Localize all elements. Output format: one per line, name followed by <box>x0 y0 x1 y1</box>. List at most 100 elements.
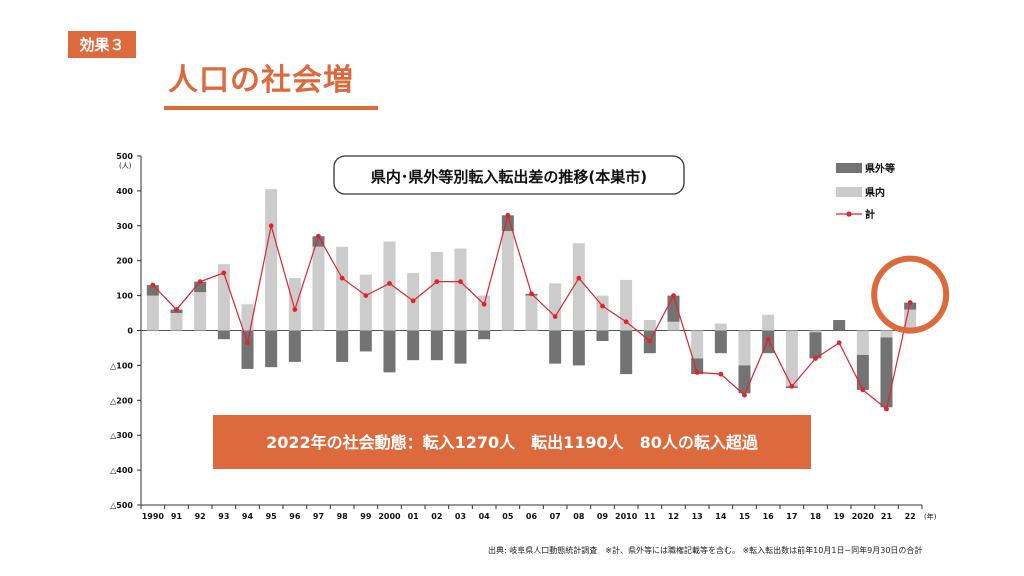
x-tick-label: 98 <box>337 512 349 521</box>
bar-outside <box>336 330 349 362</box>
bar-inside <box>194 292 207 331</box>
bar-inside <box>572 243 585 331</box>
bar-inside <box>501 231 514 331</box>
bar-inside <box>288 278 301 331</box>
total-point <box>481 301 487 307</box>
bar-outside <box>217 330 230 340</box>
y-tick-label: 500 <box>116 152 133 161</box>
x-tick-label: 08 <box>573 512 585 521</box>
total-point <box>174 307 179 312</box>
x-tick-label: 96 <box>289 512 301 521</box>
y-tick-label: 300 <box>116 222 133 231</box>
effect-badge: 効果３ <box>68 31 136 58</box>
bar-outside <box>454 330 467 364</box>
total-point <box>292 307 298 312</box>
total-point <box>600 303 605 309</box>
bar-inside <box>312 246 325 331</box>
total-point <box>221 270 227 276</box>
legend-label-total: 計 <box>865 208 875 221</box>
legend-swatch-outside <box>836 163 862 173</box>
x-tick-label: 92 <box>195 512 206 521</box>
x-tick-label: 97 <box>313 512 324 521</box>
bar-outside <box>478 330 491 340</box>
x-tick-label: 95 <box>266 512 278 521</box>
source-footnote: 出典: 岐阜県人口動態統計調査 ※計、県外等には職権記載等を含む。 ※転入転出数… <box>488 546 923 555</box>
x-tick-label: 03 <box>455 512 466 521</box>
bar-outside <box>383 330 396 373</box>
bar-inside <box>643 320 656 331</box>
total-point <box>718 371 724 377</box>
bar-outside <box>312 236 325 247</box>
bar-inside <box>454 248 467 331</box>
total-point <box>694 369 700 375</box>
y-tick-label: △300 <box>110 431 133 440</box>
y-tick-label: △500 <box>110 501 133 510</box>
chart-legend: 県外等 県内 計 <box>836 162 895 221</box>
x-tick-label: 07 <box>550 512 561 521</box>
x-tick-label: 93 <box>218 512 229 521</box>
x-tick-label: 21 <box>881 512 893 521</box>
x-tick-label: 18 <box>810 512 822 521</box>
bar-outside <box>265 330 278 368</box>
total-point <box>268 223 274 229</box>
total-point <box>907 300 913 305</box>
x-tick-label: 17 <box>786 512 797 521</box>
bar-inside <box>596 295 609 331</box>
total-point <box>576 275 582 281</box>
x-tick-label: 06 <box>526 512 538 521</box>
total-point <box>884 406 889 412</box>
total-point <box>458 279 463 285</box>
total-point <box>387 280 392 286</box>
total-point <box>529 291 534 297</box>
legend-marker-total <box>846 211 852 217</box>
x-tick-label: 09 <box>597 512 609 521</box>
x-tick-label: 04 <box>479 512 491 521</box>
x-tick-label: 91 <box>171 512 183 521</box>
bar-outside <box>620 330 633 375</box>
bar-inside <box>762 314 775 331</box>
bar-inside <box>856 330 869 355</box>
bar-inside <box>359 274 372 331</box>
y-tick-label: △200 <box>110 396 133 405</box>
x-tick-label: 2020 <box>852 512 875 521</box>
total-point <box>363 293 369 298</box>
chart-total-line <box>150 212 913 412</box>
x-tick-label: 05 <box>502 512 514 521</box>
bar-inside <box>785 330 798 387</box>
bar-inside <box>691 330 704 359</box>
x-tick-label: 15 <box>739 512 751 521</box>
highlight-circle-2022 <box>871 255 950 334</box>
bar-inside <box>336 246 349 331</box>
total-point <box>150 282 156 288</box>
bar-inside <box>880 330 893 338</box>
bar-outside <box>549 330 562 364</box>
y-tick-label: △400 <box>110 466 133 475</box>
total-point <box>410 298 416 304</box>
total-point <box>316 233 321 239</box>
legend-swatch-inside <box>836 187 862 197</box>
bar-outside <box>904 302 917 310</box>
bar-outside <box>833 320 846 331</box>
bar-inside <box>667 321 680 331</box>
bar-outside <box>596 330 609 341</box>
bar-inside <box>265 189 278 331</box>
total-point <box>647 338 653 344</box>
bar-outside <box>809 332 822 359</box>
y-tick-label: 0 <box>127 327 133 336</box>
chart-title-box <box>333 155 685 195</box>
legend-label-outside: 県外等 <box>865 162 895 175</box>
y-tick-label: 100 <box>116 292 133 301</box>
x-tick-label: 1990 <box>142 512 165 521</box>
y-axis-unit: (人) <box>119 162 132 170</box>
bar-inside <box>525 295 538 331</box>
total-point <box>742 392 747 398</box>
x-tick-label: 2010 <box>615 512 638 521</box>
page-title: 人口の社会増 <box>168 63 354 98</box>
bar-outside <box>146 285 159 296</box>
total-point <box>623 319 629 325</box>
x-tick-label: 01 <box>408 512 420 521</box>
bar-outside <box>856 354 869 390</box>
total-point <box>765 336 771 342</box>
bar-outside <box>714 330 727 354</box>
